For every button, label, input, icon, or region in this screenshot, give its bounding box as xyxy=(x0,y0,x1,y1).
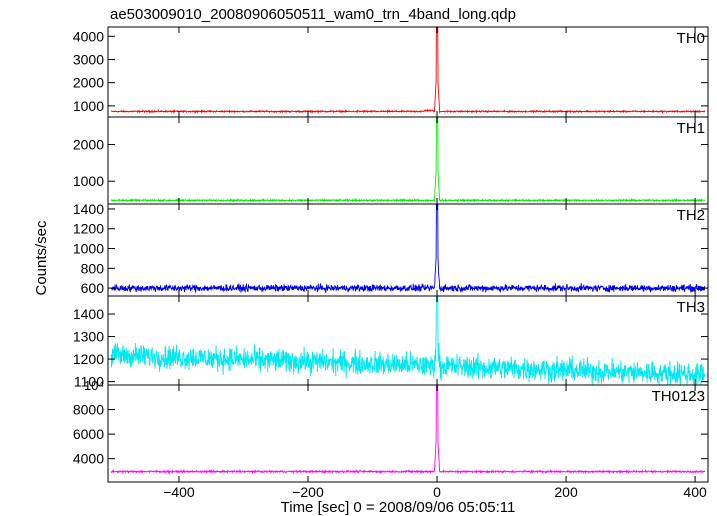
y-tick-label: 4000 xyxy=(73,451,104,467)
y-tick-label: 2000 xyxy=(73,137,104,153)
y-tick-label: 1200 xyxy=(73,351,104,367)
panel-frame xyxy=(107,26,709,118)
y-tick-label: 1000 xyxy=(73,241,104,257)
x-tick-label: 0 xyxy=(433,484,441,500)
y-tick-label: 1300 xyxy=(73,329,104,345)
y-tick-label: 3000 xyxy=(73,51,104,67)
panel-label: TH0123 xyxy=(652,388,705,405)
panel-th0123: TH0123 4000 6000 8000 10⁴ xyxy=(73,378,709,483)
panel-frame xyxy=(107,116,709,205)
series-line-th0 xyxy=(110,26,706,114)
panel-th1: TH1 1000 2000 xyxy=(73,116,709,205)
y-tick-label: 1400 xyxy=(73,306,104,322)
y-tick-label: 1200 xyxy=(73,221,104,237)
panel-frame xyxy=(107,384,709,483)
y-tick-label: 6000 xyxy=(73,426,104,442)
y-tick-label: 4000 xyxy=(73,28,104,44)
panel-label: TH1 xyxy=(677,120,705,137)
x-tick-label: −200 xyxy=(292,484,324,500)
panel-th2: TH2 600 800 1000 1200 1400 xyxy=(73,201,709,297)
chart-title: ae503009010_20080906050511_wam0_trn_4ban… xyxy=(110,6,516,23)
x-axis-label: Time [sec] 0 = 2008/09/06 05:05:11 xyxy=(281,499,516,516)
x-tick-label: −400 xyxy=(163,484,195,500)
y-axis-label: Counts/sec xyxy=(33,220,50,296)
panel-th0: TH0 1000 2000 3000 4000 xyxy=(73,26,709,118)
series-line-th0123 xyxy=(110,384,706,475)
y-tick-label: 8000 xyxy=(73,402,104,418)
y-tick-label: 1400 xyxy=(73,201,104,217)
series-line-th3 xyxy=(110,295,706,386)
panel-label: TH3 xyxy=(677,299,705,316)
y-tick-label: 10⁴ xyxy=(84,378,104,393)
series-line-th1 xyxy=(110,116,706,203)
y-tick-label: 800 xyxy=(81,260,105,276)
panel-label: TH0 xyxy=(677,30,705,47)
panels: TH01000200030004000TH110002000TH26008001… xyxy=(73,26,709,500)
y-tick-label: 1100 xyxy=(74,374,104,390)
y-tick-label: 1000 xyxy=(73,98,104,114)
series-line-th2 xyxy=(111,203,706,294)
x-tick-label: 200 xyxy=(554,484,578,500)
y-tick-label: 1000 xyxy=(73,173,104,189)
y-tick-label: 600 xyxy=(81,280,105,296)
panel-frame xyxy=(107,203,709,297)
y-tick-label: 2000 xyxy=(73,75,104,91)
panel-label: TH2 xyxy=(677,207,705,224)
panel-th3: TH3 1100 1200 1300 1400 xyxy=(73,295,709,390)
x-tick-label: 400 xyxy=(683,484,707,500)
